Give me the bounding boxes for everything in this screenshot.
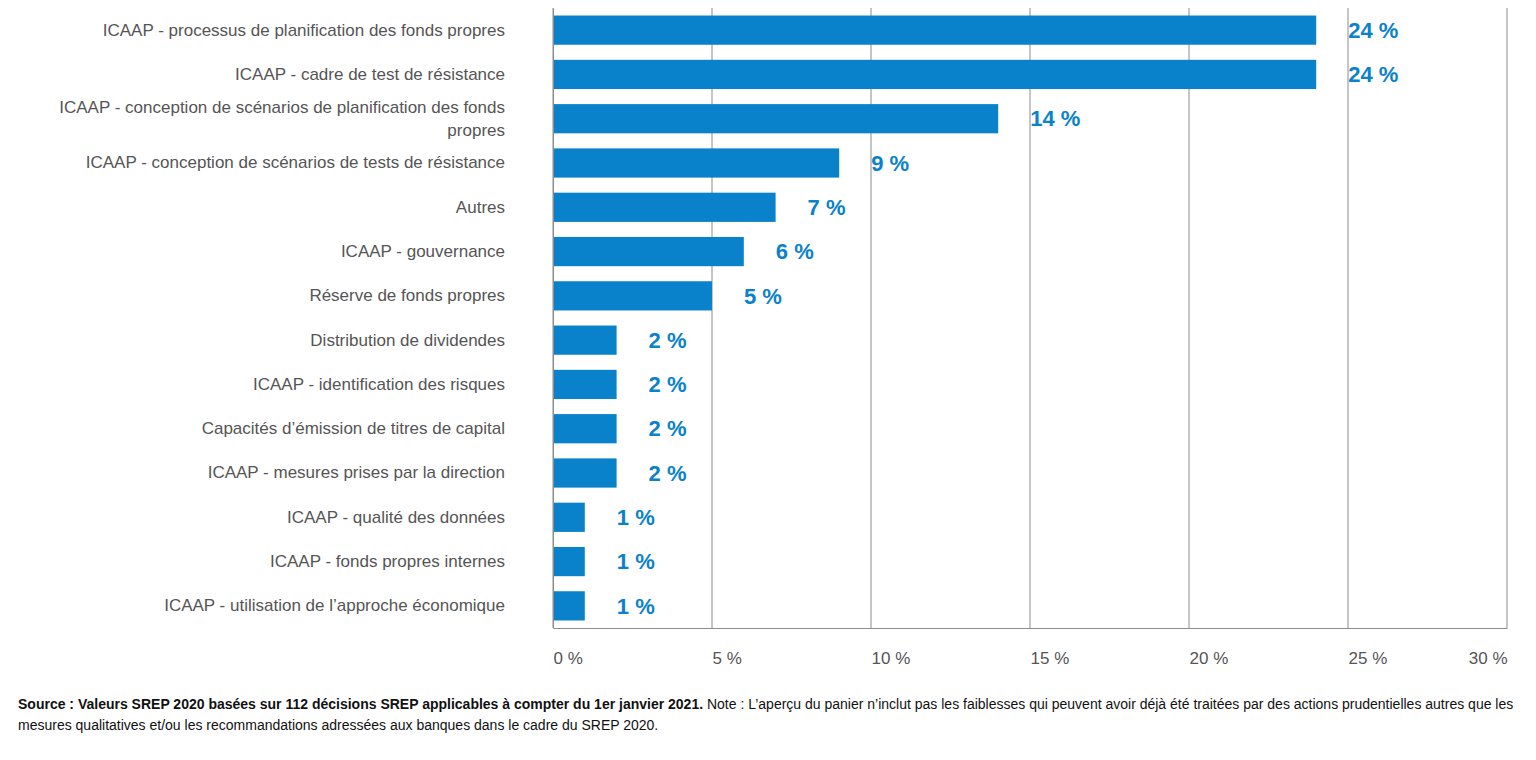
y-tick: ICAAP - qualité des données	[287, 508, 553, 527]
data-label: 2 %	[649, 461, 687, 486]
data-label: 1 %	[617, 594, 655, 619]
x-tick: 10 %	[872, 628, 911, 668]
bar	[553, 414, 617, 443]
y-tick-label: Autres	[456, 198, 505, 217]
bar	[553, 370, 617, 399]
y-tick-label: Réserve de fonds propres	[309, 286, 505, 305]
x-tick: 0 %	[554, 628, 583, 668]
y-tick: ICAAP - processus de planification des f…	[103, 21, 553, 40]
y-tick-label: Capacités d’émission de titres de capita…	[202, 419, 505, 438]
bar	[553, 237, 744, 266]
y-tick: ICAAP - identification des risques	[253, 375, 553, 394]
y-tick-label: ICAAP - conception de scénarios de tests…	[86, 153, 505, 172]
y-tick-label: ICAAP - processus de planification des f…	[103, 21, 505, 40]
y-tick: ICAAP - gouvernance	[341, 242, 553, 261]
y-tick-label: ICAAP - qualité des données	[287, 508, 505, 527]
y-tick-label: ICAAP - gouvernance	[341, 242, 505, 261]
bar	[553, 591, 585, 620]
bar	[553, 281, 712, 310]
bar	[553, 16, 1316, 45]
x-tick: 5 %	[713, 628, 742, 668]
x-axis: 0 % 5 % 10 % 15 % 20 % 25 % 30 %	[554, 628, 1508, 668]
bar	[553, 193, 776, 222]
bar	[553, 148, 839, 177]
data-label: 1 %	[617, 505, 655, 530]
y-tick: Réserve de fonds propres	[309, 286, 553, 305]
data-label: 2 %	[649, 416, 687, 441]
x-axis-line	[554, 628, 1508, 629]
x-tick: 20 %	[1190, 628, 1229, 668]
y-tick: Autres	[456, 198, 553, 217]
source: Source : Valeurs SREP 2020 basées sur 11…	[18, 696, 703, 712]
y-tick: Distribution de dividendes	[310, 331, 553, 350]
x-tick-label: 25 %	[1349, 649, 1388, 668]
y-axis: ICAAP - processus de planification des f…	[59, 9, 553, 629]
y-tick-label: ICAAP - fonds propres internes	[270, 552, 505, 571]
bar	[553, 104, 998, 133]
x-tick-label: 20 %	[1190, 649, 1229, 668]
data-label: 5 %	[744, 284, 782, 309]
grid-line	[553, 8, 554, 628]
y-tick: ICAAP - mesures prises par la direction	[208, 463, 553, 482]
data-label: 2 %	[649, 328, 687, 353]
data-label: 24 %	[1348, 62, 1398, 87]
data-label: 9 %	[871, 151, 909, 176]
x-tick-label: 5 %	[713, 649, 742, 668]
y-tick-label: ICAAP - utilisation de l’approche économ…	[164, 596, 505, 615]
y-tick: ICAAP - conception de scénarios de plani…	[59, 98, 553, 140]
grid-line	[1030, 8, 1031, 628]
bar	[553, 60, 1316, 89]
y-tick-label: ICAAP - mesures prises par la direction	[208, 463, 505, 482]
grid-line	[712, 8, 713, 628]
data-label: 1 %	[617, 549, 655, 574]
grid	[553, 8, 1507, 628]
data-label: 2 %	[649, 372, 687, 397]
y-tick-label: ICAAP - conception de scénarios de plani…	[59, 98, 505, 140]
grid-line	[871, 8, 872, 628]
data-label: 7 %	[808, 195, 846, 220]
bar	[553, 458, 617, 487]
y-tick: ICAAP - utilisation de l’approche économ…	[164, 596, 553, 615]
y-tick-label: Distribution de dividendes	[310, 331, 505, 350]
data-label: 6 %	[776, 239, 814, 264]
grid-line	[1507, 8, 1508, 628]
grid-line	[1189, 8, 1190, 628]
y-tick: ICAAP - fonds propres internes	[270, 552, 553, 571]
footnote: Source : Valeurs SREP 2020 basées sur 11…	[18, 694, 1518, 736]
x-tick: 15 %	[1031, 628, 1070, 668]
data-label: 24 %	[1348, 18, 1398, 43]
y-tick: Capacités d’émission de titres de capita…	[202, 419, 553, 438]
x-tick-label: 15 %	[1031, 649, 1070, 668]
data-label: 14 %	[1030, 106, 1080, 131]
x-tick-label: 30 %	[1469, 649, 1508, 668]
bar	[553, 547, 585, 576]
y-axis-line	[553, 9, 554, 629]
bar	[553, 503, 585, 532]
y-tick-label: ICAAP - cadre de test de résistance	[235, 65, 505, 84]
chart: 24 % 24 % 14 % 9 % 7 % 6 % 5 % 2 % 2 % 2 % 2 % 1 % 1…	[0, 0, 1536, 690]
x-tick: 30 %	[1469, 628, 1508, 668]
y-tick: ICAAP - conception de scénarios de tests…	[86, 153, 553, 172]
bar	[553, 326, 617, 355]
x-tick-label: 10 %	[872, 649, 911, 668]
grid-line	[1348, 8, 1349, 628]
x-tick: 25 %	[1349, 628, 1388, 668]
y-tick: ICAAP - cadre de test de résistance	[235, 65, 553, 84]
bars	[553, 16, 1316, 621]
x-tick-label: 0 %	[554, 649, 583, 668]
y-tick-label: ICAAP - identification des risques	[253, 375, 505, 394]
data-labels: 24 % 24 % 14 % 9 % 7 % 6 % 5 % 2 % 2 % 2 % 2 % 1 % 1…	[617, 18, 1399, 619]
